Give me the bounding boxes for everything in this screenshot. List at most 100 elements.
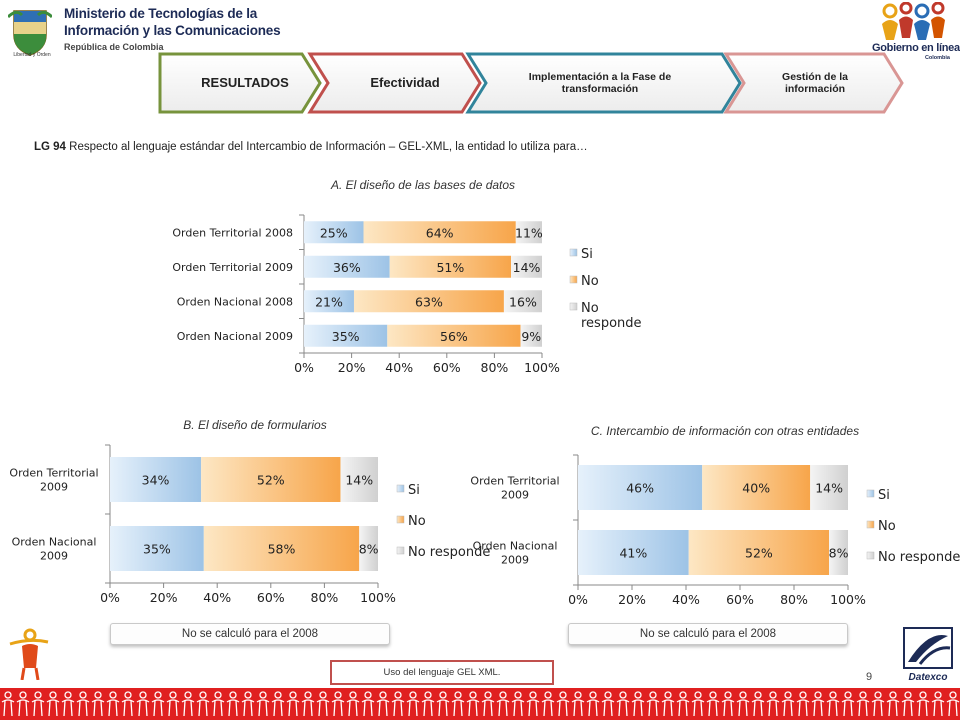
person-body-icon: [316, 699, 330, 717]
person-body-icon: [46, 699, 60, 717]
person-body-icon: [481, 699, 495, 717]
data-label: 14%: [513, 260, 541, 275]
person-head-icon: [859, 691, 867, 699]
person-body-icon: [361, 699, 375, 717]
person-head-icon: [109, 691, 117, 699]
ministry-logo: Libertad y Orden Ministerio de Tecnologí…: [4, 2, 281, 64]
bar-segment: [520, 324, 542, 347]
x-tick-label: 60%: [257, 590, 285, 605]
data-label: 8%: [359, 542, 379, 557]
tab-efectividad[interactable]: Efectividad: [370, 74, 440, 90]
tab-gestion-informacion[interactable]: Gestión de la información: [782, 70, 848, 95]
person-body-icon: [751, 699, 765, 717]
category-label: Orden Territorial: [470, 475, 559, 488]
person-head-icon: [664, 691, 672, 699]
legend-label: No responde: [408, 545, 490, 560]
person-body-icon: [436, 699, 450, 717]
person-head-icon: [19, 691, 27, 699]
x-tick-label: 80%: [780, 592, 808, 607]
legend-swatch: [396, 546, 405, 555]
bar-segment: [578, 465, 703, 510]
person-body-icon: [1, 699, 15, 717]
chart-a-bases-de-datos: 0% 20% 40% 60% 80% 100% Orden Territorial 2008…: [172, 214, 642, 375]
person-head-icon: [724, 691, 732, 699]
person-body-icon: [496, 699, 510, 717]
person-body-icon: [541, 699, 555, 717]
person-body-icon: [271, 699, 285, 717]
bar-segment: [203, 526, 360, 571]
bar-segment: [304, 255, 390, 278]
person-body-icon: [916, 699, 930, 717]
person-head-icon: [634, 691, 642, 699]
legend-label: No: [408, 514, 426, 529]
bar-segment: [110, 457, 202, 502]
crest-motto: Libertad y Orden: [13, 52, 51, 58]
data-label: 9%: [521, 329, 541, 344]
person-head-icon: [619, 691, 627, 699]
person-head-icon: [214, 691, 222, 699]
person-body-icon: [241, 699, 255, 717]
person-head-icon: [799, 691, 807, 699]
person-head-icon: [694, 691, 702, 699]
person-head-icon: [784, 691, 792, 699]
bar-segment: [578, 530, 689, 575]
person-head-icon: [229, 691, 237, 699]
person-head-icon: [274, 691, 282, 699]
person-body-icon: [421, 699, 435, 717]
gel-logo-country: Colombia: [924, 55, 950, 61]
ministry-name-line2: Información y las Comunicaciones: [64, 23, 281, 38]
x-tick-label: 100%: [830, 592, 866, 607]
data-label: 8%: [829, 546, 849, 561]
person-head-icon: [814, 691, 822, 699]
person-body-icon: [166, 699, 180, 717]
chart-b-title: B. El diseño de formularios: [183, 418, 327, 432]
datexco-logo-icon: [903, 627, 953, 669]
x-tick-label: 0%: [568, 592, 588, 607]
person-head-icon: [529, 691, 537, 699]
person-head-icon: [484, 691, 492, 699]
person-head-icon: [769, 691, 777, 699]
person-body-icon: [61, 699, 75, 717]
category-label: 2009: [501, 489, 529, 502]
gobierno-en-linea-logo: Gobierno en línea Colombia: [872, 2, 960, 64]
person-head-icon: [304, 691, 312, 699]
legend-label: No: [581, 274, 599, 289]
bar-segment: [353, 290, 504, 313]
tab-chevron-3: [465, 52, 742, 114]
person-body-icon: [586, 699, 600, 717]
person-body-icon: [346, 699, 360, 717]
bar-segment: [304, 221, 364, 244]
tab-implementacion-fase-transformacion[interactable]: Implementación a la Fase de transformaci…: [528, 70, 672, 95]
person-head-icon: [754, 691, 762, 699]
person-head-icon: [364, 691, 372, 699]
person-head-icon: [199, 691, 207, 699]
person-head-icon: [544, 691, 552, 699]
legend-label: Si: [581, 247, 593, 262]
bar-segment: [503, 290, 542, 313]
person-head-icon: [289, 691, 297, 699]
person-body-icon: [391, 699, 405, 717]
x-tick-label: 100%: [360, 590, 396, 605]
question-text: LG 94 Respecto al lenguaje estándar del …: [34, 141, 934, 153]
tab-resultados[interactable]: RESULTADOS: [201, 74, 289, 90]
person-body-icon: [511, 699, 525, 717]
data-label: 40%: [742, 481, 770, 496]
data-label: 58%: [268, 542, 296, 557]
person-body-icon: [151, 699, 165, 717]
person-body-icon: [106, 699, 120, 717]
person-head-icon: [349, 691, 357, 699]
person-body-icon: [691, 699, 705, 717]
person-body-icon: [76, 699, 90, 717]
x-tick-label: 60%: [433, 360, 461, 375]
person-head-icon: [94, 691, 102, 699]
person-head-icon: [844, 691, 852, 699]
legend-label: responde: [581, 316, 642, 331]
colombia-crest-icon: [8, 10, 52, 56]
bar-segment: [511, 255, 542, 278]
person-body-icon: [676, 699, 690, 717]
legend-swatch: [866, 489, 875, 498]
person-body-icon: [616, 699, 630, 717]
person-body-icon: [226, 699, 240, 717]
legend-swatch: [866, 520, 875, 529]
person-head-icon: [574, 691, 582, 699]
